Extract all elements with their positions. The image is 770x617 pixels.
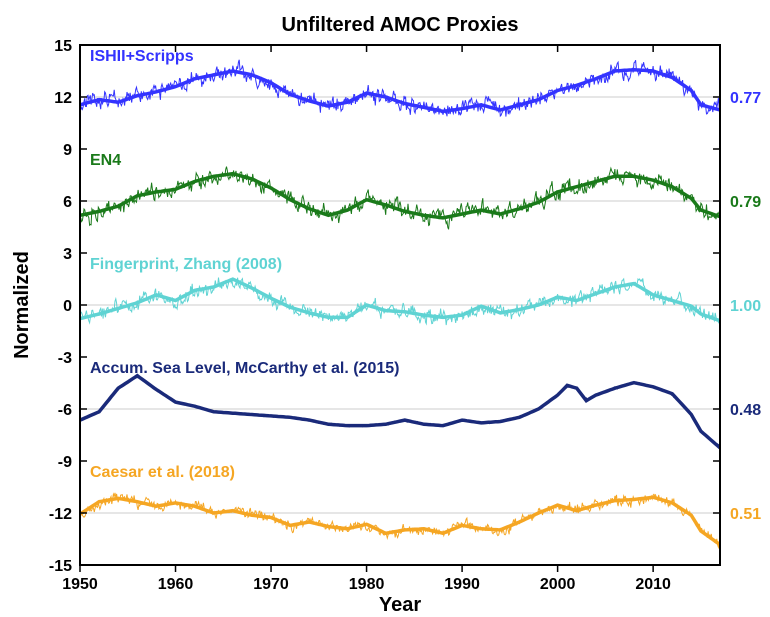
series-right-value-0: 0.77 xyxy=(730,90,761,107)
ytick-label: -15 xyxy=(49,558,72,575)
series-right-value-2: 1.00 xyxy=(730,298,761,315)
xtick-label: 2010 xyxy=(635,576,671,593)
series-label-4: Caesar et al. (2018) xyxy=(90,464,235,481)
series-label-2: Fingerprint, Zhang (2008) xyxy=(90,256,282,273)
xtick-label: 1970 xyxy=(253,576,289,593)
xtick-label: 1980 xyxy=(349,576,385,593)
xtick-label: 1990 xyxy=(444,576,480,593)
y-axis-title: Normalized xyxy=(11,251,33,359)
series-right-value-4: 0.51 xyxy=(730,506,761,523)
ytick-label: -3 xyxy=(58,350,72,367)
ytick-label: -12 xyxy=(49,506,72,523)
series-right-value-3: 0.48 xyxy=(730,402,761,419)
series-right-value-1: 0.79 xyxy=(730,194,761,211)
xtick-label: 2000 xyxy=(540,576,576,593)
ytick-label: 6 xyxy=(63,194,72,211)
series-label-0: ISHII+Scripps xyxy=(90,48,194,65)
chart-title: Unfiltered AMOC Proxies xyxy=(281,14,518,36)
ytick-label: 12 xyxy=(54,90,72,107)
ytick-label: 0 xyxy=(63,298,72,315)
xtick-label: 1960 xyxy=(158,576,194,593)
ytick-label: -9 xyxy=(58,454,72,471)
x-axis-title: Year xyxy=(379,594,421,616)
series-label-3: Accum. Sea Level, McCarthy et al. (2015) xyxy=(90,360,399,377)
ytick-label: 3 xyxy=(63,246,72,263)
ytick-label: 15 xyxy=(54,38,72,55)
ytick-label: 9 xyxy=(63,142,72,159)
xtick-label: 1950 xyxy=(62,576,98,593)
series-label-1: EN4 xyxy=(90,152,121,169)
amoc-proxies-chart: Unfiltered AMOC Proxies 1950 1960 1970 1980 1… xyxy=(0,0,770,617)
ytick-label: -6 xyxy=(58,402,72,419)
